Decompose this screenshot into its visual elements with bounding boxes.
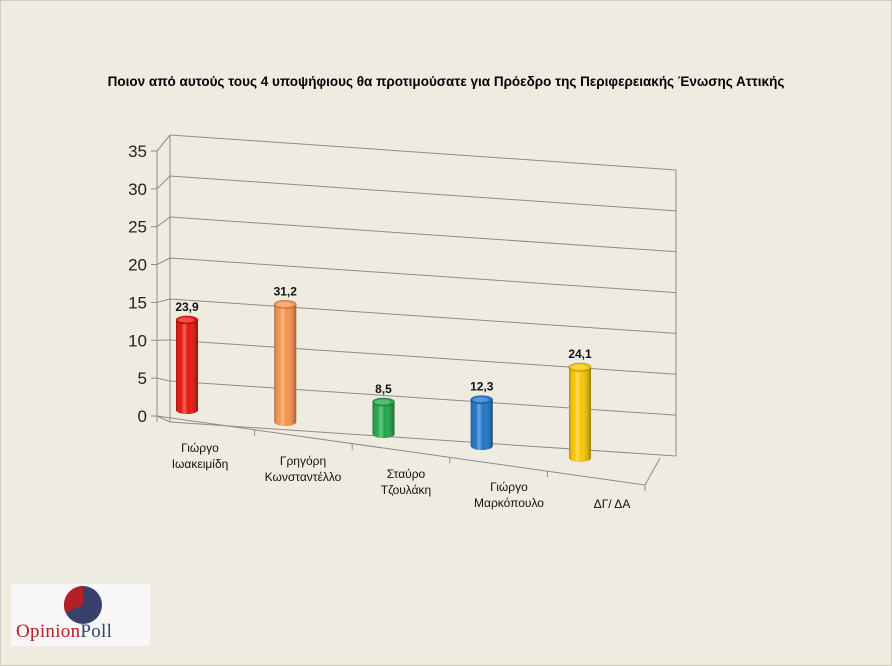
logo-circle-icon: [63, 585, 102, 624]
gridline-side: [156, 134, 171, 152]
y-tick-label: 0: [138, 407, 147, 426]
y-tick-label: 5: [138, 369, 147, 388]
gridline: [169, 175, 677, 212]
gridline: [169, 421, 677, 457]
y-tick-label: 15: [128, 293, 147, 312]
x-tick-label: Γιώργο: [181, 441, 219, 455]
bar-top: [175, 315, 199, 325]
gridline-side: [156, 415, 171, 423]
y-tick-label: 10: [128, 331, 147, 350]
bar-top-highlight: [472, 397, 489, 403]
gridline-side: [156, 298, 171, 303]
bar-top: [470, 395, 494, 405]
bar: [470, 395, 494, 450]
opinionpoll-logo: OpinionPoll: [11, 584, 150, 646]
bars: [175, 299, 592, 462]
bar-top-highlight: [374, 399, 391, 405]
bar-top: [273, 299, 297, 309]
bar-top-highlight: [571, 364, 587, 370]
data-label: 24,1: [568, 347, 592, 361]
chart-title: Ποιον από αυτούς τους 4 υποψήφιους θα πρ…: [107, 74, 785, 89]
bar-shade: [372, 401, 395, 438]
y-tick-label: 25: [128, 218, 147, 237]
x-tick-label: Κωνσταντέλλο: [265, 470, 342, 484]
gridline-side: [156, 257, 171, 266]
x-tick-label: Τζουλάκη: [381, 483, 431, 497]
gridline-side: [156, 175, 171, 190]
logo-text-poll: Poll: [80, 621, 113, 642]
x-axis-line: [156, 415, 646, 486]
y-tick-label: 35: [128, 142, 147, 161]
labels: 23,9 Γιώργο Ιωακειμίδη 31,2 Γρηγόρη Κωνσταντέ…: [172, 284, 631, 511]
x-tick-label: Ιωακειμίδη: [172, 457, 229, 471]
gridline-side: [156, 377, 171, 382]
bar-shade: [176, 319, 198, 414]
bar-shade: [470, 399, 493, 450]
bar-top-highlight: [276, 301, 293, 307]
x-tick-label: Μαρκόπουλο: [474, 496, 544, 510]
y-tick-label: 20: [128, 256, 147, 275]
y-tick-label: 30: [128, 180, 147, 199]
bar: [273, 299, 297, 426]
gridline: [169, 216, 677, 253]
gridline: [169, 298, 677, 334]
logo-text: OpinionPoll: [16, 621, 112, 643]
bar-shade: [274, 304, 297, 426]
x-tick-label: Γρηγόρη: [280, 454, 326, 468]
gridline: [169, 134, 677, 171]
bar: [175, 315, 199, 414]
data-label: 31,2: [274, 284, 298, 298]
data-label: 23,9: [175, 300, 199, 314]
bar: [372, 397, 395, 438]
floor-right-edge: [644, 457, 661, 486]
x-tick-label: ΔΓ/ ΔΑ: [594, 497, 631, 511]
bar-shade: [569, 367, 591, 462]
y-axis: 0 5 10 15 20 25 30 35: [128, 142, 661, 491]
gridline: [169, 339, 677, 375]
bar-top: [568, 362, 592, 372]
gridlines: [156, 134, 677, 457]
data-label: 8,5: [375, 382, 392, 396]
bar-top: [372, 397, 395, 407]
gridline-side: [156, 216, 171, 228]
bar-top-highlight: [178, 317, 194, 323]
gridline: [169, 380, 677, 416]
data-label: 12,3: [470, 380, 494, 394]
x-tick-label: Σταύρο: [387, 467, 426, 481]
bar: [568, 362, 592, 462]
x-tick-label: Γιώργο: [490, 480, 528, 494]
logo-text-opinion: Opinion: [16, 621, 81, 642]
gridline: [169, 257, 677, 294]
